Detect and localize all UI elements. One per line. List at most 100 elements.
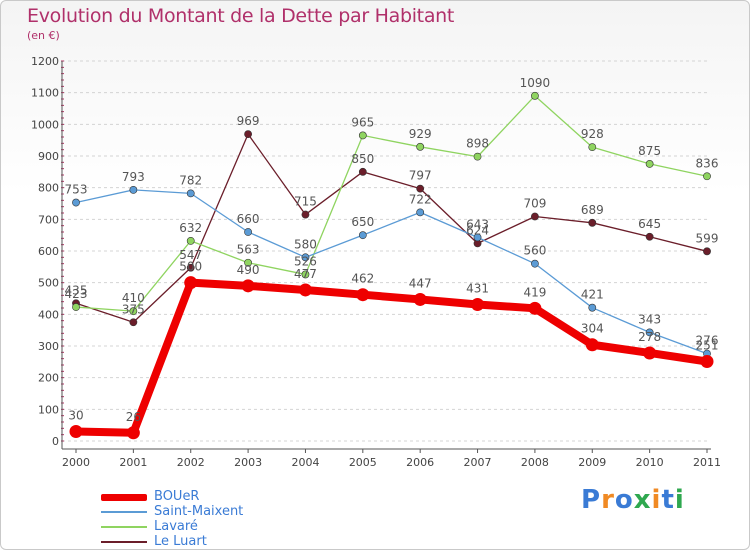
data-label-lavar-: 410 (122, 291, 145, 305)
data-point-bouer (471, 298, 485, 312)
x-tick-label: 2006 (406, 456, 434, 469)
y-tick-label: 100 (38, 403, 59, 416)
legend-item-le-luart: Le Luart (101, 535, 243, 549)
data-label-le-luart: 709 (523, 196, 546, 210)
data-label-lavar-: 1090 (520, 76, 551, 90)
data-point-le-luart (129, 318, 138, 327)
logo-letter: i (674, 485, 685, 515)
data-point-saint-maixent (244, 228, 252, 236)
data-point-lavar- (301, 270, 310, 279)
data-point-lavar- (588, 143, 597, 152)
data-point-le-luart (416, 184, 425, 193)
data-point-saint-maixent (301, 253, 310, 262)
data-point-bouer (528, 301, 542, 315)
proxiti-logo: Proxiti (581, 485, 685, 515)
x-tick-label: 2002 (177, 456, 205, 469)
y-tick-label: 200 (38, 372, 59, 385)
data-label-le-luart: 850 (351, 152, 374, 166)
y-tick-label: 500 (38, 277, 59, 290)
data-point-lavar- (703, 172, 711, 181)
x-tick-label: 2007 (464, 456, 492, 469)
legend-item-lavare: Lavaré (101, 520, 243, 534)
data-point-saint-maixent (186, 189, 195, 198)
data-point-bouer (126, 426, 140, 440)
chart-title: Evolution du Montant de la Dette par Hab… (27, 5, 455, 27)
y-tick-label: 1100 (31, 87, 59, 100)
legend-label-le-luart: Le Luart (154, 534, 207, 549)
data-label-le-luart: 689 (581, 203, 604, 217)
legend-item-bouer: BOUeR (101, 490, 243, 504)
data-label-layer: 435 375 547 969 715 850 797 624 709 689 645 599 423 4… (65, 76, 719, 424)
data-point-le-luart (301, 210, 310, 219)
data-point-lavar- (186, 236, 195, 245)
data-label-lavar-: 563 (237, 243, 260, 257)
data-label-saint-maixent: 722 (409, 192, 432, 206)
x-tick-label: 2001 (119, 456, 147, 469)
data-label-bouer: 304 (581, 322, 604, 336)
x-tick-label: 2003 (234, 456, 262, 469)
data-label-bouer: 500 (179, 260, 202, 274)
x-tick-label: 2010 (636, 456, 664, 469)
legend-swatch-le-luart (101, 541, 147, 543)
y-tick-label: 400 (38, 308, 59, 321)
data-point-lavar- (72, 303, 80, 311)
data-point-saint-maixent (358, 231, 367, 240)
data-label-bouer: 278 (638, 330, 661, 344)
data-label-bouer: 30 (68, 409, 83, 423)
data-point-bouer (69, 425, 83, 438)
data-point-saint-maixent (72, 198, 80, 207)
data-point-lavar- (358, 131, 367, 140)
series-line-saint-maixent (75, 189, 708, 355)
data-point-bouer (585, 338, 599, 352)
data-point-bouer (356, 288, 370, 302)
data-label-saint-maixent: 560 (523, 244, 546, 258)
logo-letter: P (581, 485, 602, 515)
x-tick-label: 2008 (521, 456, 549, 469)
legend: BOUeR Saint-Maixent Lavaré Le Luart (101, 490, 244, 549)
data-label-le-luart: 375 (122, 302, 145, 316)
logo-letter: i (651, 485, 662, 515)
y-tick-label: 900 (38, 150, 59, 163)
y-tick-label: 300 (38, 340, 59, 353)
data-point-lavar- (531, 91, 539, 100)
y-tick-label: 0 (52, 435, 59, 448)
data-label-lavar-: 929 (409, 127, 432, 141)
data-point-saint-maixent (588, 303, 597, 312)
data-label-lavar-: 423 (65, 287, 88, 301)
data-label-lavar-: 898 (466, 137, 489, 151)
data-point-saint-maixent (531, 259, 539, 268)
data-label-bouer: 251 (696, 339, 719, 353)
data-label-saint-maixent: 793 (122, 170, 145, 184)
data-point-lavar- (244, 258, 252, 267)
data-point-bouer (413, 292, 427, 306)
legend-swatch-saint-maixent (101, 511, 147, 513)
data-label-saint-maixent: 276 (696, 334, 719, 348)
data-label-lavar-: 632 (179, 221, 202, 235)
data-label-le-luart: 969 (237, 114, 260, 128)
data-label-bouer: 462 (351, 272, 374, 286)
logo-letter: o (614, 485, 634, 515)
data-point-bouer (643, 346, 657, 360)
data-point-bouer (700, 355, 714, 369)
data-point-lavar- (129, 307, 138, 316)
data-point-le-luart (588, 218, 597, 227)
data-label-lavar-: 875 (638, 144, 661, 158)
data-label-bouer: 431 (466, 282, 489, 296)
data-point-le-luart (186, 263, 195, 272)
data-point-le-luart (531, 212, 539, 221)
legend-label-saint-maixent: Saint-Maixent (154, 504, 244, 519)
x-tick-label: 2004 (291, 456, 319, 469)
data-label-saint-maixent: 643 (466, 217, 489, 231)
data-label-lavar-: 928 (581, 127, 604, 141)
data-label-le-luart: 797 (409, 169, 432, 183)
x-tick-label: 2000 (62, 456, 90, 469)
data-point-lavar- (473, 152, 482, 161)
y-tick-label: 600 (38, 245, 59, 258)
data-label-saint-maixent: 421 (581, 288, 604, 302)
data-label-bouer: 26 (126, 410, 141, 424)
data-point-le-luart (703, 247, 711, 256)
data-label-saint-maixent: 660 (237, 212, 260, 226)
series-line-bouer (72, 278, 711, 437)
